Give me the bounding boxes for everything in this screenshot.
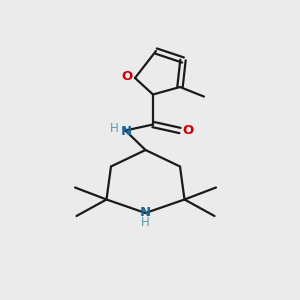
Text: H: H <box>141 216 150 229</box>
Text: N: N <box>120 125 132 138</box>
Text: N: N <box>140 206 151 219</box>
Text: O: O <box>183 124 194 137</box>
Text: O: O <box>122 70 133 83</box>
Text: H: H <box>110 122 119 135</box>
